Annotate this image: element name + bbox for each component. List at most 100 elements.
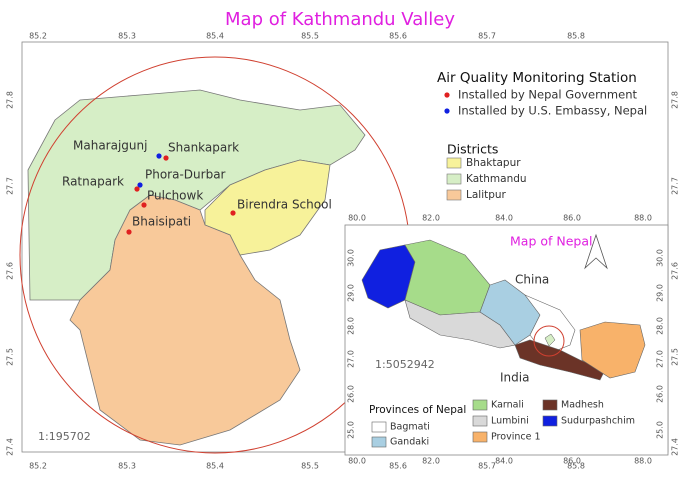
inset-x-tick: 80.0	[348, 214, 366, 223]
province-swatch	[472, 415, 488, 427]
station-label: Birendra School	[237, 198, 332, 212]
inset-y-tick: 30.0	[656, 249, 665, 267]
y-tick-label: 27.4	[671, 438, 680, 456]
station-label: Ratnapark	[62, 175, 124, 189]
country-label: India	[500, 371, 529, 385]
province-label: Province 1	[491, 432, 541, 443]
x-tick-label: 85.4	[206, 32, 224, 41]
district-legend-title: Districts	[447, 142, 498, 157]
x-tick-label: 85.8	[567, 32, 585, 41]
station-label: Maharajgunj	[73, 139, 147, 153]
inset-y-tick: 29.0	[656, 284, 665, 302]
y-tick-label: 27.7	[6, 177, 15, 195]
x-tick-label: 85.6	[389, 462, 407, 471]
map-title: Map of Kathmandu Valley	[225, 9, 455, 30]
province-swatch	[542, 415, 558, 427]
legend-dot	[444, 108, 450, 114]
inset-y-tick: 26.0	[656, 385, 665, 403]
legend-swatch	[446, 157, 462, 169]
y-tick-label: 27.6	[6, 262, 15, 280]
station-dot	[156, 153, 162, 159]
station-dot	[141, 202, 147, 208]
station-label: Shankapark	[168, 141, 239, 155]
scale-text: 1:195702	[38, 430, 91, 443]
station-legend-title: Air Quality Monitoring Station	[437, 70, 637, 86]
province-legend-title: Provinces of Nepal	[369, 404, 466, 416]
y-tick-label: 27.8	[6, 91, 15, 109]
x-tick-label: 85.3	[118, 462, 136, 471]
inset-y-tick: 26.0	[347, 385, 356, 403]
inset-y-tick: 28.0	[347, 317, 356, 335]
province-swatch	[472, 431, 488, 443]
inset-title: Map of Nepal	[510, 234, 592, 249]
inset-y-tick: 27.0	[347, 350, 356, 368]
north-arrow	[584, 233, 608, 270]
station-dot	[163, 155, 169, 161]
y-tick-label: 27.6	[671, 262, 680, 280]
x-tick-label: 85.5	[301, 32, 319, 41]
y-tick-label: 27.8	[671, 91, 680, 109]
inset-x-tick: 88.0	[634, 214, 652, 223]
province-swatch	[472, 399, 488, 411]
inset-y-tick: 29.0	[347, 284, 356, 302]
province-label: Bagmati	[390, 422, 430, 433]
inset-scale: 1:5052942	[375, 358, 435, 371]
inset-x-tick: 82.0	[422, 214, 440, 223]
country-label: China	[515, 273, 549, 287]
x-tick-label: 85.6	[389, 32, 407, 41]
legend-swatch	[446, 189, 462, 201]
inset-x-tick: 82.0	[422, 457, 440, 466]
lumbini	[404, 299, 516, 349]
inset-x-tick: 86.0	[563, 214, 581, 223]
y-tick-label: 27.5	[671, 348, 680, 366]
x-tick-label: 85.5	[301, 462, 319, 471]
y-tick-label: 27.4	[6, 438, 15, 456]
inset-x-tick: 88.0	[634, 457, 652, 466]
province-swatch	[542, 399, 558, 411]
station-dot	[134, 186, 140, 192]
valley-marker	[533, 325, 565, 357]
province-label: Karnali	[491, 400, 524, 411]
inset-y-tick: 25.0	[656, 421, 665, 439]
inset-y-tick: 25.0	[347, 421, 356, 439]
lalitpur-district	[69, 194, 301, 446]
y-tick-label: 27.5	[6, 348, 15, 366]
legend-swatch	[446, 173, 462, 185]
province-label: Lumbini	[491, 416, 529, 427]
x-tick-label: 85.4	[206, 462, 224, 471]
station-dot	[230, 210, 236, 216]
station-label: Phora-Durbar	[145, 168, 226, 182]
x-tick-label: 85.3	[118, 32, 136, 41]
legend-dot	[444, 92, 450, 98]
inset-x-tick: 84.0	[495, 214, 513, 223]
station-dot	[137, 182, 143, 188]
station-label: Pulchowk	[147, 189, 203, 203]
x-tick-label: 85.7	[478, 462, 496, 471]
legend-label: Kathmandu	[466, 173, 527, 185]
x-tick-label: 85.2	[29, 32, 47, 41]
legend-label: Lalitpur	[466, 189, 507, 201]
x-tick-label: 85.8	[567, 462, 585, 471]
province-label: Madhesh	[561, 400, 604, 411]
province-label: Gandaki	[390, 437, 429, 448]
inset-y-tick: 30.0	[347, 249, 356, 267]
inset-x-tick: 80.0	[348, 457, 366, 466]
x-tick-label: 85.2	[29, 462, 47, 471]
x-tick-label: 85.7	[478, 32, 496, 41]
legend-label: Installed by U.S. Embassy, Nepal	[458, 104, 647, 118]
legend-label: Installed by Nepal Government	[458, 88, 637, 102]
inset-x-tick: 86.0	[563, 457, 581, 466]
inset-y-tick: 27.0	[656, 350, 665, 368]
y-tick-label: 27.7	[671, 177, 680, 195]
inset-x-tick: 84.0	[495, 457, 513, 466]
station-dot	[126, 229, 132, 235]
province-swatch	[371, 421, 387, 433]
province-label: Sudurpashchim	[561, 416, 635, 427]
legend-label: Bhaktapur	[466, 157, 521, 169]
province-swatch	[371, 436, 387, 448]
valley-shape	[544, 333, 556, 347]
station-label: Bhaisipati	[132, 215, 191, 229]
inset-y-tick: 28.0	[656, 317, 665, 335]
province-1	[579, 321, 646, 379]
